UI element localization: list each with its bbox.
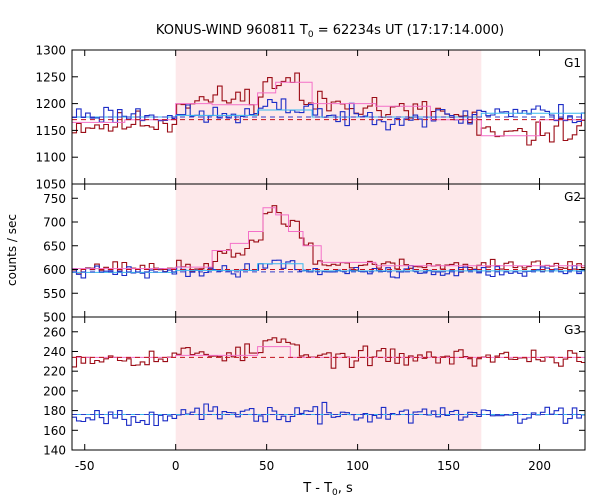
series-b-step-line xyxy=(72,401,585,427)
y-tick-label: 1300 xyxy=(35,44,66,58)
model-a-step-line xyxy=(72,346,585,358)
x-axis-label: T - T0, s xyxy=(302,481,353,498)
x-axis-label-subscript: 0 xyxy=(332,488,338,498)
y-tick-label: 1100 xyxy=(35,151,66,165)
model-b-step-line xyxy=(72,109,585,118)
y-tick-label: 550 xyxy=(43,287,66,301)
panel-frame xyxy=(71,316,586,451)
panel-g3: 140 160 180 200 220 240 260 G3 xyxy=(43,316,586,458)
y-tick-label: 200 xyxy=(43,384,66,398)
y-tick-label: 160 xyxy=(43,424,66,438)
panel-label: G1 xyxy=(564,56,581,70)
panel-g2: 500 550 600 650 700 750 G2 xyxy=(43,183,586,325)
x-axis-label-main: T - T xyxy=(302,481,332,496)
y-tick-label: 700 xyxy=(43,216,66,230)
y-tick-label: 1050 xyxy=(35,178,66,192)
x-tick-label: 150 xyxy=(437,459,460,473)
y-tick-label: 1250 xyxy=(35,70,66,84)
chart-title-subscript: 0 xyxy=(308,30,314,40)
y-tick-label: 500 xyxy=(43,311,66,325)
y-tick-label: 140 xyxy=(43,444,66,458)
chart-title: KONUS-WIND 960811 T0 = 62234s UT (17:17:… xyxy=(156,23,504,40)
x-tick-label: 0 xyxy=(172,459,180,473)
y-tick-label: 600 xyxy=(43,263,66,277)
y-tick-label: 260 xyxy=(43,325,66,339)
y-tick-label: 240 xyxy=(43,345,66,359)
x-axis-label-rest: , s xyxy=(338,481,353,496)
y-tick-label: 1150 xyxy=(35,124,66,138)
panels-group: 105011001150120012501300G150055060065070… xyxy=(35,44,586,473)
y-tick-label: 220 xyxy=(43,365,66,379)
x-tick-label: 50 xyxy=(259,459,274,473)
x-tick-label: 100 xyxy=(346,459,369,473)
panel-label: G2 xyxy=(564,190,581,204)
series-a-step-line xyxy=(72,337,585,369)
y-tick-label: 750 xyxy=(43,192,66,206)
y-tick-label: 650 xyxy=(43,239,66,253)
y-tick-label: 1200 xyxy=(35,97,66,111)
chart-title-rest: = 62234s UT (17:17:14.000) xyxy=(314,23,504,38)
y-tick-label: 180 xyxy=(43,404,66,418)
model-a-step-line xyxy=(72,207,585,270)
chart-title-main: KONUS-WIND 960811 T xyxy=(156,23,308,38)
panel-g1: 1050 1100 1150 1200 1250 1300 G1 xyxy=(35,44,586,192)
x-tick-label: -50 xyxy=(75,459,95,473)
x-tick-labels: -50 0 50 100 150 200 xyxy=(75,459,551,473)
model-a-step-line xyxy=(72,81,585,137)
panel-label: G3 xyxy=(564,323,581,337)
x-tick-label: 200 xyxy=(528,459,551,473)
y-axis-label: counts / sec xyxy=(5,214,19,286)
